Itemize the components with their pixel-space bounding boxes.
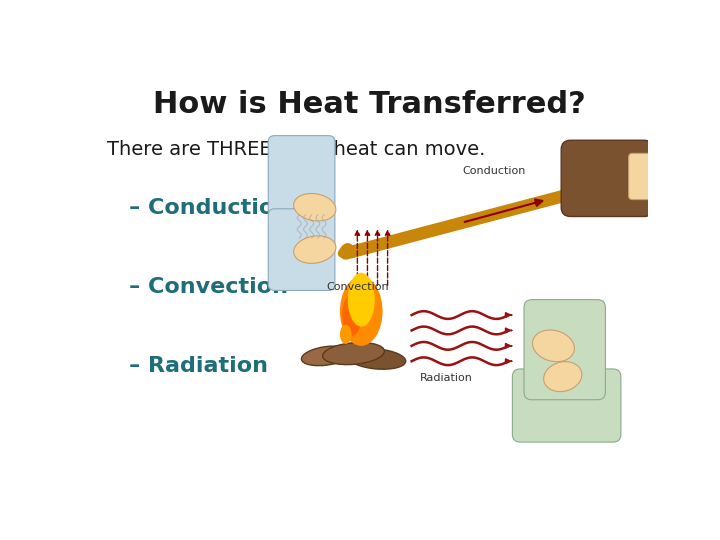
Text: – Convection: – Convection bbox=[129, 277, 288, 297]
Text: How is Heat Transferred?: How is Heat Transferred? bbox=[153, 90, 585, 119]
Ellipse shape bbox=[348, 273, 375, 327]
FancyBboxPatch shape bbox=[524, 300, 606, 400]
Text: Radiation: Radiation bbox=[420, 373, 473, 383]
FancyBboxPatch shape bbox=[561, 140, 654, 217]
Ellipse shape bbox=[340, 325, 351, 344]
Text: There are THREE ways heat can move.: There are THREE ways heat can move. bbox=[107, 140, 485, 159]
FancyBboxPatch shape bbox=[269, 209, 335, 291]
FancyBboxPatch shape bbox=[629, 153, 656, 200]
Ellipse shape bbox=[533, 330, 575, 362]
Ellipse shape bbox=[302, 346, 351, 366]
Ellipse shape bbox=[340, 276, 382, 346]
Ellipse shape bbox=[294, 193, 336, 221]
Ellipse shape bbox=[323, 342, 384, 365]
Text: Conduction: Conduction bbox=[462, 166, 526, 177]
Text: – Radiation: – Radiation bbox=[129, 356, 268, 376]
FancyBboxPatch shape bbox=[513, 369, 621, 442]
FancyBboxPatch shape bbox=[269, 136, 335, 217]
Text: – Conduction: – Conduction bbox=[129, 198, 290, 218]
Ellipse shape bbox=[294, 236, 336, 264]
Ellipse shape bbox=[544, 362, 582, 392]
Ellipse shape bbox=[342, 294, 361, 336]
Ellipse shape bbox=[348, 349, 405, 369]
Text: Convection: Convection bbox=[326, 282, 389, 292]
